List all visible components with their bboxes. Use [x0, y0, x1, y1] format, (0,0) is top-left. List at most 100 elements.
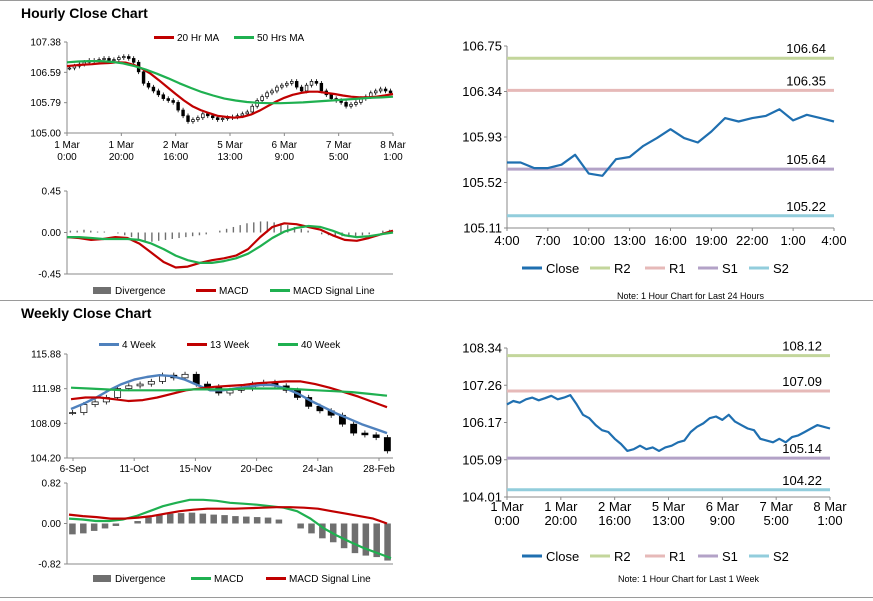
weekly-pivot-xtick-date: 7 Mar	[760, 499, 794, 514]
weekly-pivot-xtick-time: 13:00	[652, 513, 685, 528]
weekly-legend-macd-label: MACD	[214, 574, 243, 585]
weekly-divergence-bar	[243, 516, 250, 524]
weekly-legend-ma4-label: 4 Week	[122, 340, 157, 351]
hourly-candle-body	[299, 86, 304, 92]
weekly-divergence-bar	[80, 523, 87, 534]
hourly-candle-body	[260, 96, 264, 101]
hourly-candles-xtick-date: 6 Mar	[272, 140, 298, 151]
weekly-divergence-bar	[340, 523, 348, 549]
weekly-divergence-bar	[166, 513, 174, 524]
hourly-candles-xtick-time: 0:00	[57, 152, 77, 163]
hourly-candles-xtick-date: 1 Mar	[54, 140, 80, 151]
weekly-signal-line	[68, 506, 388, 525]
weekly-pivot-ytick-label: 105.09	[462, 452, 502, 467]
hourly-candles-ytick-label: 106.59	[30, 68, 61, 79]
section-divider-bottom	[0, 597, 873, 598]
weekly-candles-xtick-label: 11-Oct	[120, 464, 149, 475]
hourly-candle-body	[319, 82, 324, 92]
weekly-pivot-close-line	[506, 394, 831, 452]
hourly-pivot-close-line	[507, 108, 835, 177]
weekly-candles-xtick-label: 15-Nov	[179, 464, 211, 475]
weekly-pivot-legend-label: Close	[546, 549, 579, 564]
weekly-divergence-bar	[275, 519, 283, 524]
weekly-pivot-ytick-label: 107.26	[462, 378, 502, 393]
weekly-pivot-xtick-time: 16:00	[598, 513, 631, 528]
hourly-section-title: Hourly Close Chart	[21, 5, 148, 21]
hourly-candle-body	[191, 119, 195, 122]
hourly-pivot-xtick-label: 4:00	[494, 233, 519, 248]
weekly-pivot-xtick-time: 20:00	[545, 513, 578, 528]
weekly-candles-ytick-label: 104.20	[30, 454, 61, 465]
hourly-candle-body	[354, 102, 358, 105]
hourly-legend-ma20-label: 20 Hr MA	[177, 33, 220, 44]
weekly-section-title: Weekly Close Chart	[21, 305, 152, 321]
hourly-candle-body	[146, 82, 151, 88]
weekly-candle-body	[114, 388, 122, 398]
hourly-ma20-line	[66, 61, 394, 119]
weekly-divergence-bar	[373, 523, 380, 558]
hourly-legend-divergence-label: Divergence	[115, 286, 166, 297]
weekly-divergence-bar	[101, 523, 109, 529]
hourly-candle-body	[107, 58, 111, 61]
hourly-candle-body	[102, 58, 106, 60]
weekly-ma40-line	[70, 386, 388, 397]
hourly-candles-ytick-label: 105.00	[30, 129, 61, 140]
weekly-pivot-ytick-label: 104.01	[462, 490, 502, 505]
hourly-legend-ma50-label: 50 Hrs MA	[257, 33, 305, 44]
weekly-candle-body	[383, 437, 391, 452]
hourly-candle-body	[309, 81, 314, 86]
hourly-candle-body	[383, 88, 388, 92]
hourly-candle-body	[329, 94, 333, 99]
weekly-pivot-xtick-date: 8 Mar	[813, 499, 847, 514]
hourly-pivot-xtick-label: 22:00	[736, 233, 769, 248]
weekly-candles-ytick-label: 108.09	[30, 419, 61, 430]
hourly-candle-body	[378, 88, 383, 92]
hourly-pivot-level-label-r2: 106.64	[786, 41, 826, 56]
weekly-divergence-bar	[384, 523, 391, 561]
hourly-candle-body	[374, 90, 378, 94]
hourly-pivot-xtick-label: 10:00	[572, 233, 605, 248]
hourly-candle-body	[285, 82, 289, 86]
weekly-divergence-bar	[351, 523, 359, 554]
weekly-legend-divergence-label: Divergence	[115, 574, 166, 585]
hourly-candles-xtick-date: 8 Mar	[380, 140, 406, 151]
hourly-candles-xtick-time: 1:00	[383, 152, 403, 163]
weekly-candle-body	[91, 401, 99, 405]
hourly-candle-body	[141, 71, 146, 84]
hourly-candles-xtick-time: 20:00	[109, 152, 134, 163]
weekly-candle-body	[350, 423, 358, 434]
hourly-pivot-level-label-s2: 105.22	[786, 199, 826, 214]
hourly-pivot-ytick-label: 106.75	[462, 39, 502, 54]
weekly-divergence-bar	[145, 517, 152, 524]
weekly-pivot-level-label-r1: 107.09	[782, 374, 822, 389]
hourly-pivot-ytick-label: 105.93	[462, 130, 502, 145]
weekly-candles-xtick-label: 28-Feb	[363, 464, 395, 475]
weekly-divergence-bar	[308, 523, 315, 534]
weekly-divergence-bar	[134, 521, 141, 524]
weekly-pivot-xtick-time: 5:00	[764, 513, 789, 528]
hourly-candle-body	[171, 100, 175, 103]
hourly-candle-body	[280, 84, 284, 88]
hourly-candle-body	[314, 81, 319, 84]
hourly-pivot-legend-label: S2	[773, 261, 789, 276]
weekly-pivot-note: Note: 1 Hour Chart for Last 1 Week	[618, 574, 759, 584]
weekly-pivot-legend-label: R1	[669, 549, 686, 564]
weekly-pivot-ytick-label: 108.34	[462, 341, 502, 356]
weekly-pivot-level-label-s2: 104.22	[782, 473, 822, 488]
weekly-pivot-xtick-time: 0:00	[494, 513, 519, 528]
weekly-candle-body	[181, 373, 189, 379]
hourly-pivot-legend-label: R2	[614, 261, 631, 276]
hourly-candle-body	[176, 102, 180, 111]
weekly-pivot-legend-label: S1	[722, 549, 738, 564]
weekly-candles-ytick-label: 115.88	[31, 350, 61, 361]
hourly-candle-body	[117, 57, 121, 60]
hourly-macd-ytick-label: 0.00	[42, 228, 62, 239]
weekly-pivot-xtick-date: 5 Mar	[652, 499, 686, 514]
hourly-candles-xtick-time: 5:00	[329, 152, 349, 163]
hourly-candle-body	[215, 117, 220, 120]
hourly-candle-body	[201, 113, 205, 119]
hourly-candle-body	[270, 90, 274, 94]
hourly-candles-xtick-date: 7 Mar	[326, 140, 352, 151]
weekly-divergence-bar	[112, 523, 120, 526]
hourly-candle-body	[156, 90, 161, 96]
